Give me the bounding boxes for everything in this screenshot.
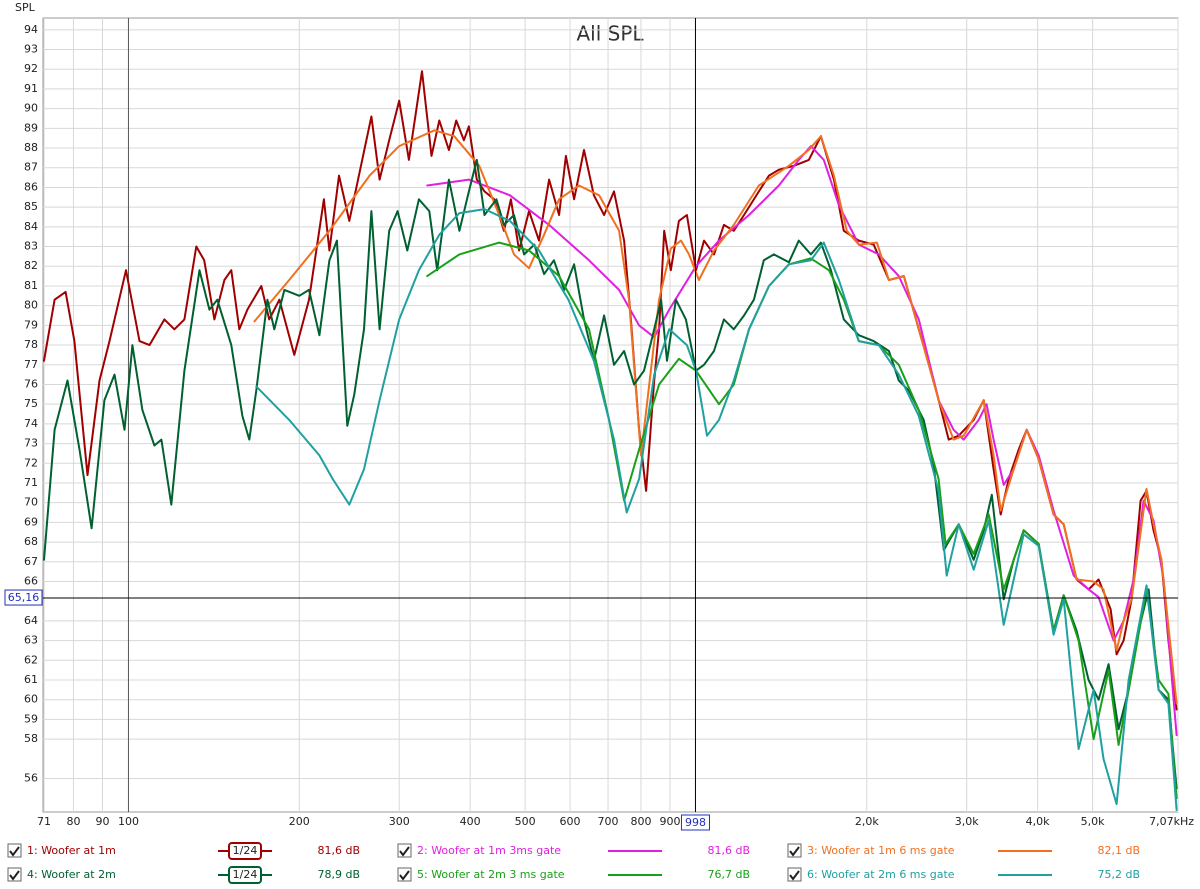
legend-readout: 82,1 dB: [1097, 844, 1140, 857]
legend-name: 1: Woofer at 1m: [27, 844, 116, 857]
y-tick-label: 58: [24, 732, 38, 745]
smoothing-label: 1/24: [233, 868, 258, 881]
plot-area: [42, 17, 1179, 813]
chart-title: All SPL: [576, 22, 644, 46]
x-tick-label: 500: [515, 815, 536, 828]
y-tick-label: 63: [24, 634, 38, 647]
smoothing-box: [228, 842, 262, 860]
y-tick-label: 56: [24, 772, 38, 785]
checkbox-mark[interactable]: [789, 870, 800, 881]
y-tick-label: 67: [24, 555, 38, 568]
smoothing-box: [228, 866, 262, 884]
checkbox[interactable]: [787, 843, 802, 858]
checkbox[interactable]: [787, 867, 802, 882]
legend-name: 5: Woofer at 2m 3 ms gate: [417, 868, 565, 881]
checkbox-mark[interactable]: [789, 846, 800, 857]
y-tick-label: 77: [24, 358, 38, 371]
checkbox-mark[interactable]: [399, 846, 410, 857]
x-tick-label: 700: [598, 815, 619, 828]
x-tick-label: 400: [460, 815, 481, 828]
x-tick-label: 5,0k: [1081, 815, 1105, 828]
overlay: 998 65,16: [4, 18, 1178, 831]
smoothing-label: 1/24: [233, 844, 258, 857]
y-tick-label: 82: [24, 259, 38, 272]
y-tick-label: 75: [24, 397, 38, 410]
y-tick-label: 69: [24, 515, 38, 528]
cursor-y-box: [4, 589, 43, 606]
cursor-x-box: [680, 814, 710, 831]
y-tick-label: 84: [24, 220, 38, 233]
legend-readout: 75,2 dB: [1097, 868, 1140, 881]
x-tick-label: 600: [560, 815, 581, 828]
x-tick-label: 3,0k: [955, 815, 979, 828]
x-tick-label: 900: [659, 815, 680, 828]
y-tick-label: 79: [24, 318, 38, 331]
legend-readout: 81,6 dB: [317, 844, 360, 857]
y-tick-label: 74: [24, 417, 38, 430]
legend-readout: 81,6 dB: [707, 844, 750, 857]
y-tick-label: 93: [24, 43, 38, 56]
y-tick-label: 73: [24, 437, 38, 450]
legend: 1: Woofer at 1m 1/24 81,6 dB 2: Woofer at 1…: [7, 842, 1140, 884]
y-tick-label: 60: [24, 693, 38, 706]
cursor-x-label: 998: [685, 816, 706, 829]
y-tick-label: 76: [24, 377, 38, 390]
x-tick-label: 200: [289, 815, 310, 828]
y-tick-label: 87: [24, 161, 38, 174]
legend-readout: 78,9 dB: [317, 868, 360, 881]
y-axis-label: SPL: [15, 1, 36, 14]
x-tick-label: 90: [95, 815, 109, 828]
checkbox-mark[interactable]: [399, 870, 410, 881]
legend-name: 4: Woofer at 2m: [27, 868, 116, 881]
checkbox[interactable]: [7, 843, 22, 858]
checkbox[interactable]: [397, 867, 412, 882]
y-tick-label: 78: [24, 338, 38, 351]
y-tick-label: 72: [24, 456, 38, 469]
x-tick-label: 71: [37, 815, 51, 828]
series-line: [426, 145, 1178, 737]
checkbox[interactable]: [7, 867, 22, 882]
y-tick-label: 61: [24, 673, 38, 686]
y-tick-label: 66: [24, 574, 38, 587]
series-line: [43, 158, 1178, 790]
x-tick-label: 100: [118, 815, 139, 828]
series-line: [253, 129, 1178, 705]
y-tick-label: 83: [24, 240, 38, 253]
x-tick-label: 4,0k: [1026, 815, 1050, 828]
x-tick-label: 7,07kHz: [1149, 815, 1194, 828]
checkbox-mark[interactable]: [9, 846, 20, 857]
x-tick-label: 800: [630, 815, 651, 828]
y-tick-label: 59: [24, 712, 38, 725]
y-tick-label: 86: [24, 180, 38, 193]
y-tick-label: 68: [24, 535, 38, 548]
x-tick-label: 300: [389, 815, 410, 828]
legend-name: 6: Woofer at 2m 6 ms gate: [807, 868, 955, 881]
y-tick-label: 94: [24, 23, 38, 36]
y-tick-label: 81: [24, 279, 38, 292]
y-tick-label: 92: [24, 62, 38, 75]
y-tick-label: 62: [24, 653, 38, 666]
y-tick-label: 71: [24, 476, 38, 489]
curves: [43, 70, 1178, 811]
y-tick-label: 89: [24, 121, 38, 134]
y-tick-label: 80: [24, 299, 38, 312]
x-tick-label: 80: [66, 815, 80, 828]
y-tick-label: 90: [24, 102, 38, 115]
cursor-y-label: 65,16: [8, 591, 40, 604]
y-tick-label: 64: [24, 614, 38, 627]
y-tick-label: 70: [24, 496, 38, 509]
checkbox[interactable]: [397, 843, 412, 858]
y-tick-label: 85: [24, 200, 38, 213]
x-tick-label: 2,0k: [855, 815, 879, 828]
y-tick-label: 88: [24, 141, 38, 154]
y-tick-label: 91: [24, 82, 38, 95]
legend-name: 3: Woofer at 1m 6 ms gate: [807, 844, 955, 857]
legend-name: 2: Woofer at 1m 3ms gate: [417, 844, 561, 857]
checkbox-mark[interactable]: [9, 870, 20, 881]
legend-readout: 76,7 dB: [707, 868, 750, 881]
series-line: [255, 208, 1178, 811]
